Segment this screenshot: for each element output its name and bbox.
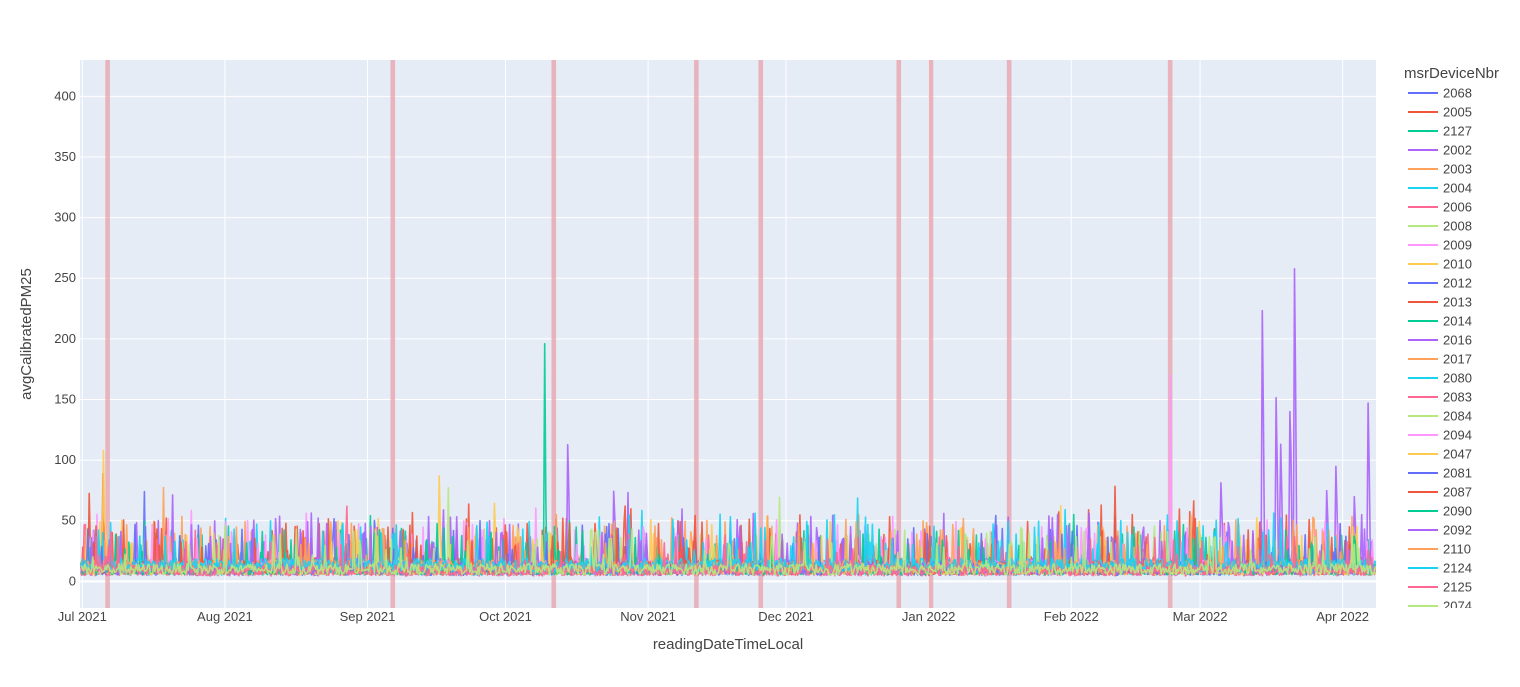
x-tick-label: Feb 2022 (1044, 609, 1099, 624)
legend-label: 2047 (1443, 447, 1472, 462)
legend-label: 2110 (1443, 542, 1471, 557)
legend-item-2083[interactable]: 2083 (1408, 390, 1472, 405)
legend-item-2092[interactable]: 2092 (1408, 523, 1472, 538)
legend-label: 2092 (1443, 523, 1472, 538)
highlight-band (390, 60, 396, 608)
x-tick-label: Apr 2022 (1316, 609, 1369, 624)
y-tick-label: 200 (54, 331, 76, 346)
legend-label: 2009 (1443, 238, 1472, 253)
legend-label: 2124 (1443, 561, 1472, 576)
legend-item-2047[interactable]: 2047 (1408, 447, 1472, 462)
legend-item-2010[interactable]: 2010 (1408, 257, 1472, 272)
x-tick-label: Jul 2021 (58, 609, 107, 624)
legend-item-2080[interactable]: 2080 (1408, 371, 1472, 386)
x-tick-label: Aug 2021 (197, 609, 253, 624)
legend-label: 2094 (1443, 428, 1472, 443)
legend-label: 2081 (1443, 466, 1472, 481)
legend-item-2125[interactable]: 2125 (1408, 580, 1472, 595)
highlight-bands (105, 60, 1173, 608)
legend-label: 2068 (1443, 86, 1472, 101)
x-tick-label: Jan 2022 (902, 609, 956, 624)
legend-title: msrDeviceNbr (1404, 65, 1499, 82)
highlight-band (758, 60, 764, 608)
legend-label: 2074 (1443, 599, 1472, 614)
legend-label: 2005 (1443, 105, 1472, 120)
legend[interactable]: 2068 2005 2127 2002 2003 2004 2006 2008 2009 2010… (1408, 86, 1472, 614)
highlight-band (551, 60, 557, 608)
x-tick-label: Mar 2022 (1173, 609, 1228, 624)
y-tick-label: 150 (54, 391, 76, 406)
legend-item-2087[interactable]: 2087 (1408, 485, 1472, 500)
highlight-band (928, 60, 934, 608)
highlight-band (694, 60, 699, 608)
legend-item-2002[interactable]: 2002 (1408, 143, 1472, 158)
x-tick-label: Dec 2021 (758, 609, 814, 624)
y-tick-label: 350 (54, 149, 76, 164)
legend-label: 2004 (1443, 181, 1472, 196)
legend-item-2074[interactable]: 2074 (1408, 599, 1472, 614)
legend-label: 2083 (1443, 390, 1472, 405)
y-tick-label: 100 (54, 452, 76, 467)
legend-item-2090[interactable]: 2090 (1408, 504, 1472, 519)
series-line-2074 (80, 524, 1376, 576)
legend-label: 2084 (1443, 409, 1472, 424)
y-tick-label: 300 (54, 210, 76, 225)
legend-item-2009[interactable]: 2009 (1408, 238, 1472, 253)
legend-item-2004[interactable]: 2004 (1408, 181, 1472, 196)
legend-item-2006[interactable]: 2006 (1408, 200, 1472, 215)
y-tick-label: 0 (69, 573, 76, 588)
legend-label: 2127 (1443, 124, 1472, 139)
legend-item-2014[interactable]: 2014 (1408, 314, 1472, 329)
y-tick-label: 50 (62, 513, 76, 528)
legend-label: 2090 (1443, 504, 1472, 519)
legend-label: 2017 (1443, 352, 1472, 367)
y-tick-label: 250 (54, 270, 76, 285)
x-axis-title: readingDateTimeLocal (653, 636, 803, 653)
legend-label: 2080 (1443, 371, 1472, 386)
legend-item-2013[interactable]: 2013 (1408, 295, 1472, 310)
legend-item-2003[interactable]: 2003 (1408, 162, 1472, 177)
legend-label: 2013 (1443, 295, 1472, 310)
x-tick-label: Nov 2021 (620, 609, 676, 624)
legend-item-2008[interactable]: 2008 (1408, 219, 1472, 234)
y-tick-label: 400 (54, 88, 76, 103)
legend-label: 2016 (1443, 333, 1472, 348)
x-tick-label: Sep 2021 (340, 609, 396, 624)
legend-item-2094[interactable]: 2094 (1408, 428, 1472, 443)
gridlines (80, 60, 1376, 608)
y-tick-labels: 0 50 100 150 200 250 300 350 400 (54, 88, 76, 588)
legend-label: 2003 (1443, 162, 1472, 177)
highlight-band (896, 60, 902, 608)
y-axis-title: avgCalibratedPM25 (18, 268, 35, 400)
highlight-band (1167, 60, 1173, 608)
legend-label: 2125 (1443, 580, 1472, 595)
legend-label: 2014 (1443, 314, 1472, 329)
legend-label: 2006 (1443, 200, 1472, 215)
legend-label: 2002 (1443, 143, 1472, 158)
legend-item-2012[interactable]: 2012 (1408, 276, 1472, 291)
legend-item-2127[interactable]: 2127 (1408, 124, 1472, 139)
series-lines (80, 268, 1376, 577)
legend-item-2110[interactable]: 2110 (1408, 542, 1471, 557)
legend-label: 2087 (1443, 485, 1472, 500)
legend-label: 2010 (1443, 257, 1472, 272)
highlight-band (1006, 60, 1012, 608)
legend-item-2017[interactable]: 2017 (1408, 352, 1472, 367)
legend-item-2124[interactable]: 2124 (1408, 561, 1472, 576)
legend-label: 2012 (1443, 276, 1472, 291)
legend-item-2005[interactable]: 2005 (1408, 105, 1472, 120)
legend-label: 2008 (1443, 219, 1472, 234)
highlight-band (105, 60, 110, 608)
plot-background (80, 60, 1376, 608)
legend-item-2016[interactable]: 2016 (1408, 333, 1472, 348)
legend-item-2068[interactable]: 2068 (1408, 86, 1472, 101)
x-tick-labels: Jul 2021 Aug 2021 Sep 2021 Oct 2021 Nov 2021… (58, 609, 1369, 624)
x-tick-label: Oct 2021 (479, 609, 532, 624)
legend-item-2084[interactable]: 2084 (1408, 409, 1472, 424)
legend-item-2081[interactable]: 2081 (1408, 466, 1472, 481)
series-line-2125 (80, 505, 1375, 577)
